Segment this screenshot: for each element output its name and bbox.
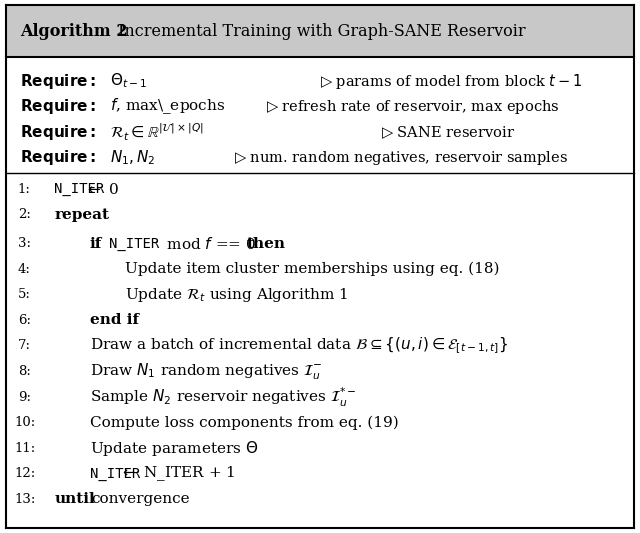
Text: convergence: convergence	[92, 492, 190, 506]
Text: $\Theta_{t-1}$: $\Theta_{t-1}$	[110, 71, 147, 91]
Text: $\triangleright$ num. random negatives, reservoir samples: $\triangleright$ num. random negatives, …	[234, 149, 568, 167]
Text: 3:: 3:	[18, 237, 31, 250]
Text: 5:: 5:	[18, 288, 31, 301]
Text: 10:: 10:	[14, 416, 35, 429]
Text: repeat: repeat	[54, 208, 109, 222]
Text: 7:: 7:	[18, 340, 31, 352]
Text: $\triangleright$ SANE reservoir: $\triangleright$ SANE reservoir	[381, 124, 515, 141]
Text: until: until	[54, 492, 95, 506]
Text: N_ITER: N_ITER	[54, 182, 105, 196]
Text: $\bf{Require:}$: $\bf{Require:}$	[20, 97, 97, 116]
Text: Update parameters $\Theta$: Update parameters $\Theta$	[90, 439, 258, 458]
Text: end if: end if	[90, 313, 139, 327]
Text: 11:: 11:	[14, 442, 35, 455]
Text: $\bf{Require:}$: $\bf{Require:}$	[20, 148, 97, 167]
Text: $\leftarrow$ N_ITER + 1: $\leftarrow$ N_ITER + 1	[120, 464, 236, 483]
Text: 2:: 2:	[18, 208, 31, 221]
Text: $\triangleright$ refresh rate of reservoir, max epochs: $\triangleright$ refresh rate of reservo…	[266, 98, 559, 116]
Text: 4:: 4:	[18, 263, 31, 276]
Text: Update item cluster memberships using eq. (18): Update item cluster memberships using eq…	[125, 262, 499, 276]
Text: $\leftarrow$ 0: $\leftarrow$ 0	[85, 182, 120, 197]
Text: mod $f$ == 0: mod $f$ == 0	[157, 236, 256, 252]
Text: $\mathcal{R}_t \in \mathbb{R}^{|\mathcal{U}|\times|Q|}$: $\mathcal{R}_t \in \mathbb{R}^{|\mathcal…	[110, 122, 204, 143]
Text: then: then	[246, 237, 285, 251]
Text: Algorithm 2: Algorithm 2	[20, 23, 128, 40]
Text: $\bf{Require:}$: $\bf{Require:}$	[20, 123, 97, 142]
Text: Draw $N_1$ random negatives $\mathcal{I}_u^{-}$: Draw $N_1$ random negatives $\mathcal{I}…	[90, 361, 322, 382]
Text: Sample $N_2$ reservoir negatives $\mathcal{I}_u^{*-}$: Sample $N_2$ reservoir negatives $\mathc…	[90, 385, 356, 409]
Text: 6:: 6:	[18, 314, 31, 327]
Text: $N_1, N_2$: $N_1, N_2$	[110, 148, 156, 167]
Text: if: if	[90, 237, 102, 251]
Text: Incremental Training with Graph-SANE Reservoir: Incremental Training with Graph-SANE Res…	[118, 23, 526, 40]
Text: 1:: 1:	[18, 183, 31, 196]
Text: Draw a batch of incremental data $\mathcal{B} \subseteq \{(u,i) \in \mathcal{E}_: Draw a batch of incremental data $\mathc…	[90, 336, 508, 356]
Text: 8:: 8:	[18, 365, 31, 378]
Text: 12:: 12:	[14, 467, 35, 480]
Text: N_ITER: N_ITER	[109, 237, 159, 251]
Text: $f$, max\_epochs: $f$, max\_epochs	[110, 96, 225, 117]
Bar	[6, 5, 634, 57]
Text: 13:: 13:	[14, 493, 35, 506]
Text: N_ITER: N_ITER	[90, 467, 140, 481]
Text: 9:: 9:	[18, 391, 31, 403]
Text: $\bf{Require:}$: $\bf{Require:}$	[20, 71, 97, 91]
Text: $\triangleright$ params of model from block $t-1$: $\triangleright$ params of model from bl…	[320, 71, 582, 91]
Text: Compute loss components from eq. (19): Compute loss components from eq. (19)	[90, 416, 398, 430]
Text: Update $\mathcal{R}_t$ using Algorithm 1: Update $\mathcal{R}_t$ using Algorithm 1	[125, 286, 348, 304]
